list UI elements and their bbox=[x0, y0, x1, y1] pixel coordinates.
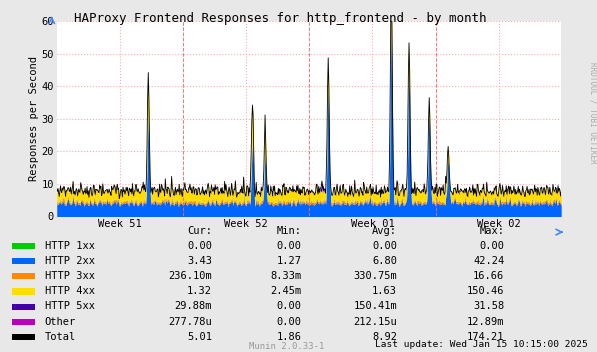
Text: 16.66: 16.66 bbox=[473, 271, 504, 281]
Bar bbox=[12, 334, 35, 340]
Text: Other: Other bbox=[45, 317, 76, 327]
Bar bbox=[12, 303, 35, 310]
Text: HTTP 3xx: HTTP 3xx bbox=[45, 271, 95, 281]
Text: HTTP 1xx: HTTP 1xx bbox=[45, 241, 95, 251]
Text: 277.78u: 277.78u bbox=[168, 317, 212, 327]
Text: 0.00: 0.00 bbox=[276, 301, 301, 312]
Text: Avg:: Avg: bbox=[372, 226, 397, 235]
Text: HTTP 4xx: HTTP 4xx bbox=[45, 286, 95, 296]
Text: 330.75m: 330.75m bbox=[353, 271, 397, 281]
Text: 6.80: 6.80 bbox=[372, 256, 397, 266]
Text: 8.33m: 8.33m bbox=[270, 271, 301, 281]
Text: 0.00: 0.00 bbox=[372, 241, 397, 251]
Text: Min:: Min: bbox=[276, 226, 301, 235]
Bar bbox=[12, 258, 35, 264]
Text: 1.86: 1.86 bbox=[276, 332, 301, 342]
Text: 12.89m: 12.89m bbox=[467, 317, 504, 327]
Text: 29.88m: 29.88m bbox=[174, 301, 212, 312]
Text: RRDTOOL / TOBI OETIKER: RRDTOOL / TOBI OETIKER bbox=[588, 62, 597, 164]
Text: Max:: Max: bbox=[479, 226, 504, 235]
Text: HAProxy Frontend Responses for http_frontend - by month: HAProxy Frontend Responses for http_fron… bbox=[75, 12, 487, 25]
Text: 5.01: 5.01 bbox=[187, 332, 212, 342]
Text: 174.21: 174.21 bbox=[467, 332, 504, 342]
Text: Last update: Wed Jan 15 10:15:00 2025: Last update: Wed Jan 15 10:15:00 2025 bbox=[376, 340, 588, 349]
Text: HTTP 5xx: HTTP 5xx bbox=[45, 301, 95, 312]
Text: 0.00: 0.00 bbox=[187, 241, 212, 251]
Bar bbox=[12, 243, 35, 249]
Text: 1.32: 1.32 bbox=[187, 286, 212, 296]
Text: 0.00: 0.00 bbox=[276, 241, 301, 251]
Bar bbox=[12, 288, 35, 295]
Text: 2.45m: 2.45m bbox=[270, 286, 301, 296]
Bar bbox=[12, 319, 35, 325]
Text: Total: Total bbox=[45, 332, 76, 342]
Text: Cur:: Cur: bbox=[187, 226, 212, 235]
Text: 42.24: 42.24 bbox=[473, 256, 504, 266]
Text: 31.58: 31.58 bbox=[473, 301, 504, 312]
Text: 0.00: 0.00 bbox=[276, 317, 301, 327]
Text: Munin 2.0.33-1: Munin 2.0.33-1 bbox=[249, 342, 324, 351]
Text: 150.46: 150.46 bbox=[467, 286, 504, 296]
Text: 0.00: 0.00 bbox=[479, 241, 504, 251]
Text: 150.41m: 150.41m bbox=[353, 301, 397, 312]
Y-axis label: Responses per Second: Responses per Second bbox=[29, 56, 39, 181]
Text: 8.92: 8.92 bbox=[372, 332, 397, 342]
Bar bbox=[12, 273, 35, 279]
Text: 3.43: 3.43 bbox=[187, 256, 212, 266]
Text: 212.15u: 212.15u bbox=[353, 317, 397, 327]
Text: 236.10m: 236.10m bbox=[168, 271, 212, 281]
Text: HTTP 2xx: HTTP 2xx bbox=[45, 256, 95, 266]
Text: 1.63: 1.63 bbox=[372, 286, 397, 296]
Text: 1.27: 1.27 bbox=[276, 256, 301, 266]
